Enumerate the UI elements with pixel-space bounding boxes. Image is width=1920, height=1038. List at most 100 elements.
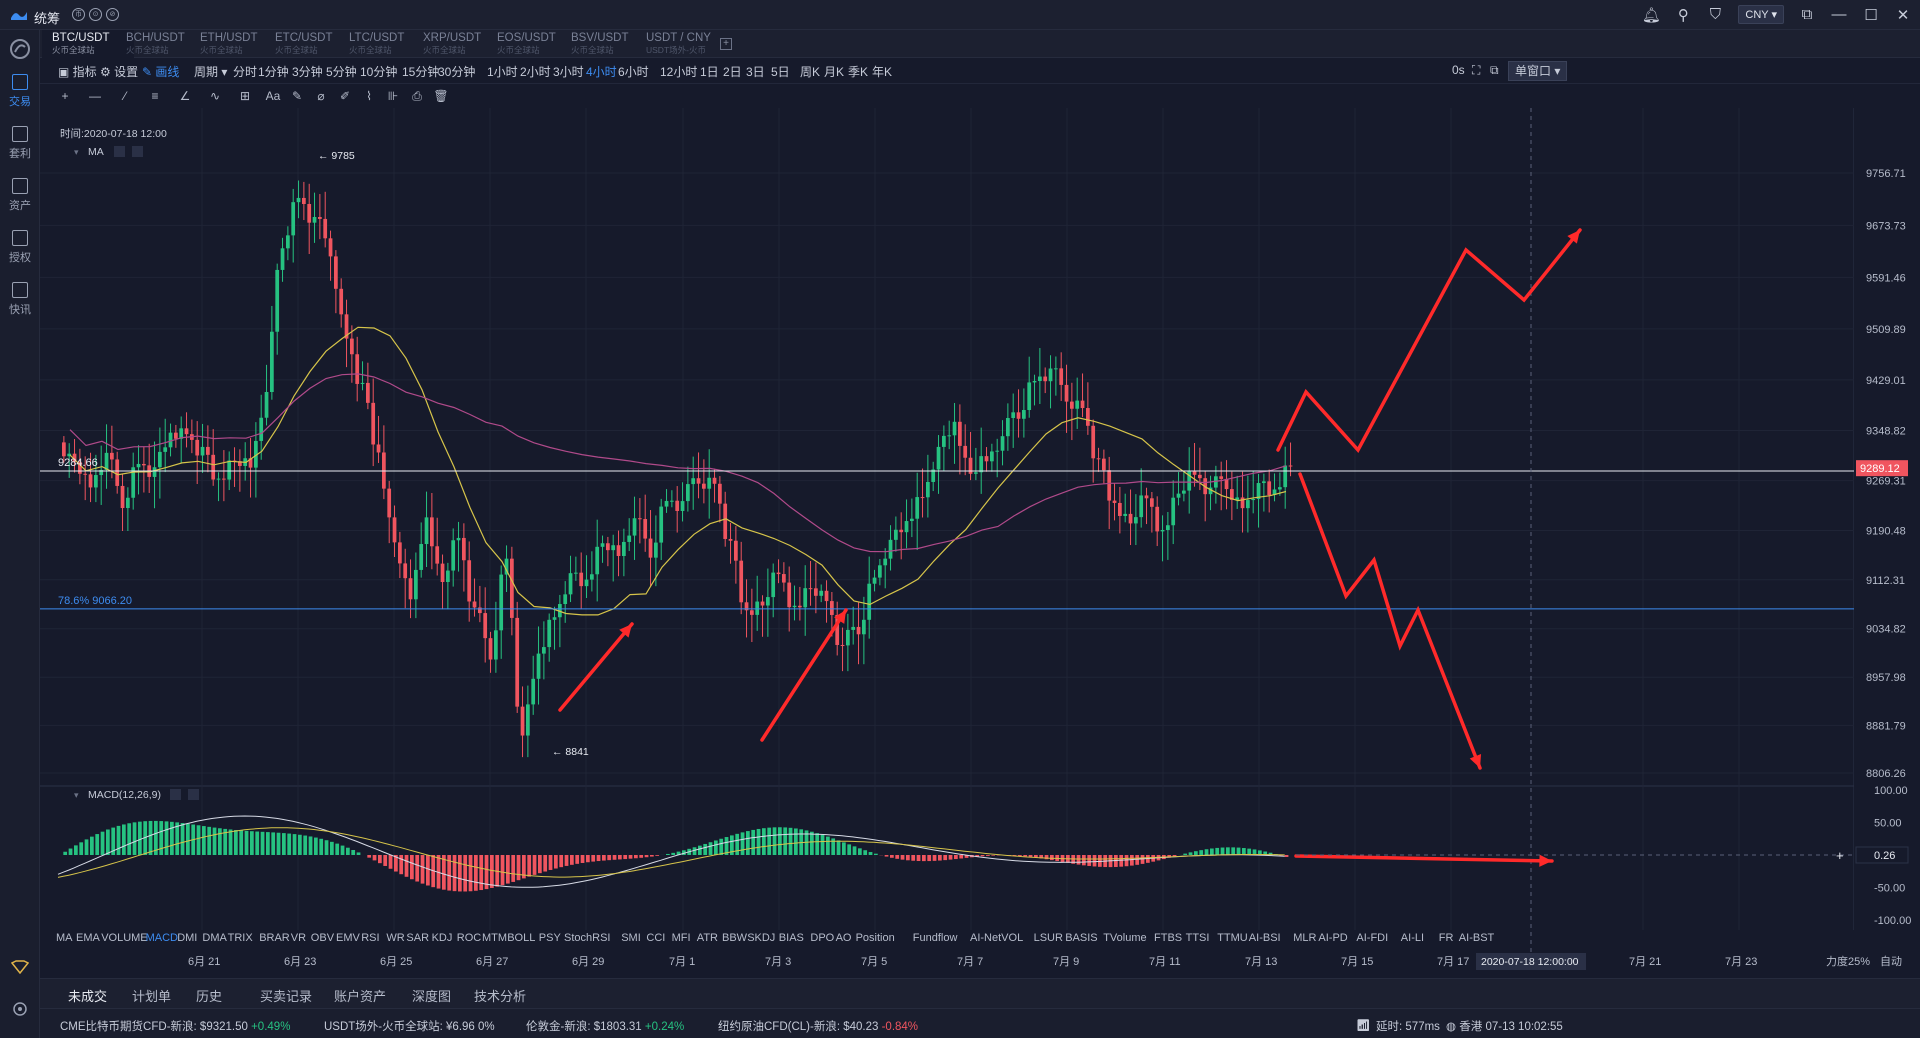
indicator-tab[interactable]: AI-BST: [1458, 932, 1495, 944]
drawing-tool-icon[interactable]: ✐: [339, 89, 351, 103]
indicator-tab[interactable]: DMI: [177, 932, 198, 944]
indicator-tab[interactable]: Fundflow: [912, 932, 958, 944]
drawing-tool-icon[interactable]: ∿: [209, 89, 221, 103]
period-option[interactable]: 15分钟: [402, 65, 440, 79]
draw-line-button[interactable]: ✎ 画线: [142, 65, 180, 79]
indicator-tab[interactable]: ATR: [696, 932, 718, 944]
indicator-tab[interactable]: LSUR: [1033, 932, 1063, 944]
indicator-tab[interactable]: StochRSI: [564, 932, 611, 944]
sidebar-item-trade[interactable]: 交易: [0, 74, 40, 109]
search-icon[interactable]: ⚲: [1677, 6, 1689, 24]
symbol-tab[interactable]: ETH/USDT 火币全球站: [200, 32, 258, 55]
sidebar-item-arbitrage[interactable]: 套利: [0, 126, 40, 161]
period-option[interactable]: 3日: [746, 65, 765, 79]
symbol-tab[interactable]: BTC/USDT 火币全球站: [42, 30, 134, 58]
indicator-tab[interactable]: BIAS: [778, 932, 804, 944]
bottom-tab[interactable]: 技术分析: [474, 989, 527, 1004]
close-icon[interactable]: ✕: [1896, 6, 1910, 24]
period-option[interactable]: 季K: [848, 65, 869, 79]
sidebar-item-news[interactable]: 快讯: [0, 282, 40, 317]
period-option[interactable]: 3小时: [553, 65, 584, 79]
indicator-tab[interactable]: SMI: [621, 932, 641, 944]
period-option[interactable]: 月K: [824, 65, 845, 79]
bottom-tab[interactable]: 买卖记录: [260, 989, 313, 1004]
period-option[interactable]: 4小时: [586, 65, 617, 79]
indicator-tab[interactable]: AO: [835, 932, 852, 944]
period-option[interactable]: 1分钟: [258, 65, 289, 79]
indicator-tab[interactable]: AI-NetVOL: [970, 932, 1024, 944]
sidebar-item-assets[interactable]: 资产: [0, 178, 40, 213]
indicator-tab[interactable]: VR: [290, 932, 307, 944]
period-dropdown[interactable]: 周期 ▾: [194, 65, 228, 79]
symbol-tab[interactable]: USDT / CNY USDT场外-火币: [646, 32, 711, 55]
indicator-tab[interactable]: BRAR: [259, 932, 290, 944]
indicator-tab[interactable]: PSY: [538, 932, 561, 944]
indicator-tab[interactable]: KDJ: [431, 932, 453, 944]
indicator-tab[interactable]: TVolume: [1103, 932, 1147, 944]
popout-icon[interactable]: ⧉: [1490, 63, 1499, 77]
indicator-button[interactable]: ▣ 指标: [58, 65, 97, 79]
period-option[interactable]: 周K: [800, 65, 821, 79]
external-window-icon[interactable]: ⧉: [1801, 6, 1813, 23]
indicator-tab[interactable]: AI-LI: [1400, 932, 1425, 944]
period-option[interactable]: 5日: [771, 65, 790, 79]
indicator-tab[interactable]: DPO: [810, 932, 835, 944]
ticker-item[interactable]: CME比特币期货CFD-新浪: $9321.50 +0.49%: [60, 1021, 291, 1033]
indicator-tab[interactable]: TRIX: [227, 932, 253, 944]
period-option[interactable]: 1小时: [487, 65, 518, 79]
bottom-tab[interactable]: 计划单: [132, 989, 172, 1004]
fullscreen-icon[interactable]: ⛶: [1472, 63, 1481, 77]
period-option[interactable]: 10分钟: [360, 65, 398, 79]
drawing-tool-icon[interactable]: ⁄: [123, 89, 126, 103]
indicator-tab[interactable]: WR: [386, 932, 405, 944]
indicator-tab[interactable]: MLR: [1293, 932, 1317, 944]
bottom-tab[interactable]: 深度图: [412, 989, 452, 1004]
drawing-tool-icon[interactable]: ≡: [151, 89, 159, 103]
period-option[interactable]: 2日: [723, 65, 742, 79]
ticker-item[interactable]: USDT场外-火币全球站: ¥6.96 0%: [324, 1021, 495, 1033]
indicator-tab[interactable]: CCI: [646, 932, 666, 944]
indicator-tab[interactable]: BBW: [722, 932, 748, 944]
add-tab-button[interactable]: +: [720, 38, 732, 50]
indicator-tab[interactable]: AI-FDI: [1356, 932, 1389, 944]
shirt-icon[interactable]: ⛉: [1709, 6, 1722, 23]
indicator-tab[interactable]: OBV: [310, 932, 335, 944]
symbol-tab[interactable]: EOS/USDT 火币全球站: [497, 32, 556, 55]
indicator-tab[interactable]: FR: [1438, 932, 1454, 944]
period-option[interactable]: 3分钟: [292, 65, 323, 79]
bottom-tab[interactable]: 账户资产: [334, 989, 387, 1004]
indicator-tab[interactable]: VOLUME: [101, 932, 148, 944]
drawing-tool-icon[interactable]: +: [61, 89, 69, 103]
indicator-tab[interactable]: MA: [56, 932, 73, 944]
period-option[interactable]: 12小时: [660, 65, 698, 79]
indicator-tab[interactable]: DMA: [202, 932, 227, 944]
drawing-tool-icon[interactable]: ⌀: [317, 89, 325, 103]
vip-icon[interactable]: [0, 960, 40, 974]
drawing-tool-icon[interactable]: ∠: [179, 89, 191, 103]
indicator-tab[interactable]: EMV: [336, 932, 360, 944]
badge-icon[interactable]: 币: [72, 8, 85, 21]
indicator-tab[interactable]: SAR: [406, 932, 430, 944]
drawing-tool-icon[interactable]: ✎: [291, 89, 303, 103]
bottom-tab[interactable]: 未成交: [68, 986, 108, 1012]
drawing-tool-icon[interactable]: —: [89, 89, 101, 103]
badge-icon[interactable]: ⊘: [106, 8, 119, 21]
indicator-tab[interactable]: EMA: [76, 932, 100, 944]
period-option[interactable]: 5分钟: [326, 65, 357, 79]
ticker-item[interactable]: 伦敦金-新浪: $1803.31 +0.24%: [526, 1021, 685, 1033]
indicator-tab[interactable]: Position: [855, 932, 895, 944]
period-option[interactable]: 1日: [700, 65, 719, 79]
period-option[interactable]: 年K: [872, 65, 893, 79]
period-option[interactable]: 分时: [233, 65, 258, 79]
symbol-tab[interactable]: ETC/USDT 火币全球站: [275, 32, 333, 55]
settings-button[interactable]: ⚙ 设置: [100, 65, 139, 79]
minimize-icon[interactable]: —: [1831, 6, 1847, 23]
badge-icon[interactable]: ⊙: [89, 8, 102, 21]
drawing-tool-icon[interactable]: ⌇: [366, 89, 372, 103]
indicator-tab[interactable]: SKDJ: [747, 932, 776, 944]
indicator-tab[interactable]: MFI: [671, 932, 691, 944]
bottom-tab[interactable]: 历史: [196, 989, 223, 1004]
indicator-tab[interactable]: ROC: [456, 932, 482, 944]
drawing-tool-icon[interactable]: Aa: [265, 89, 281, 103]
symbol-tab[interactable]: LTC/USDT 火币全球站: [349, 32, 405, 55]
